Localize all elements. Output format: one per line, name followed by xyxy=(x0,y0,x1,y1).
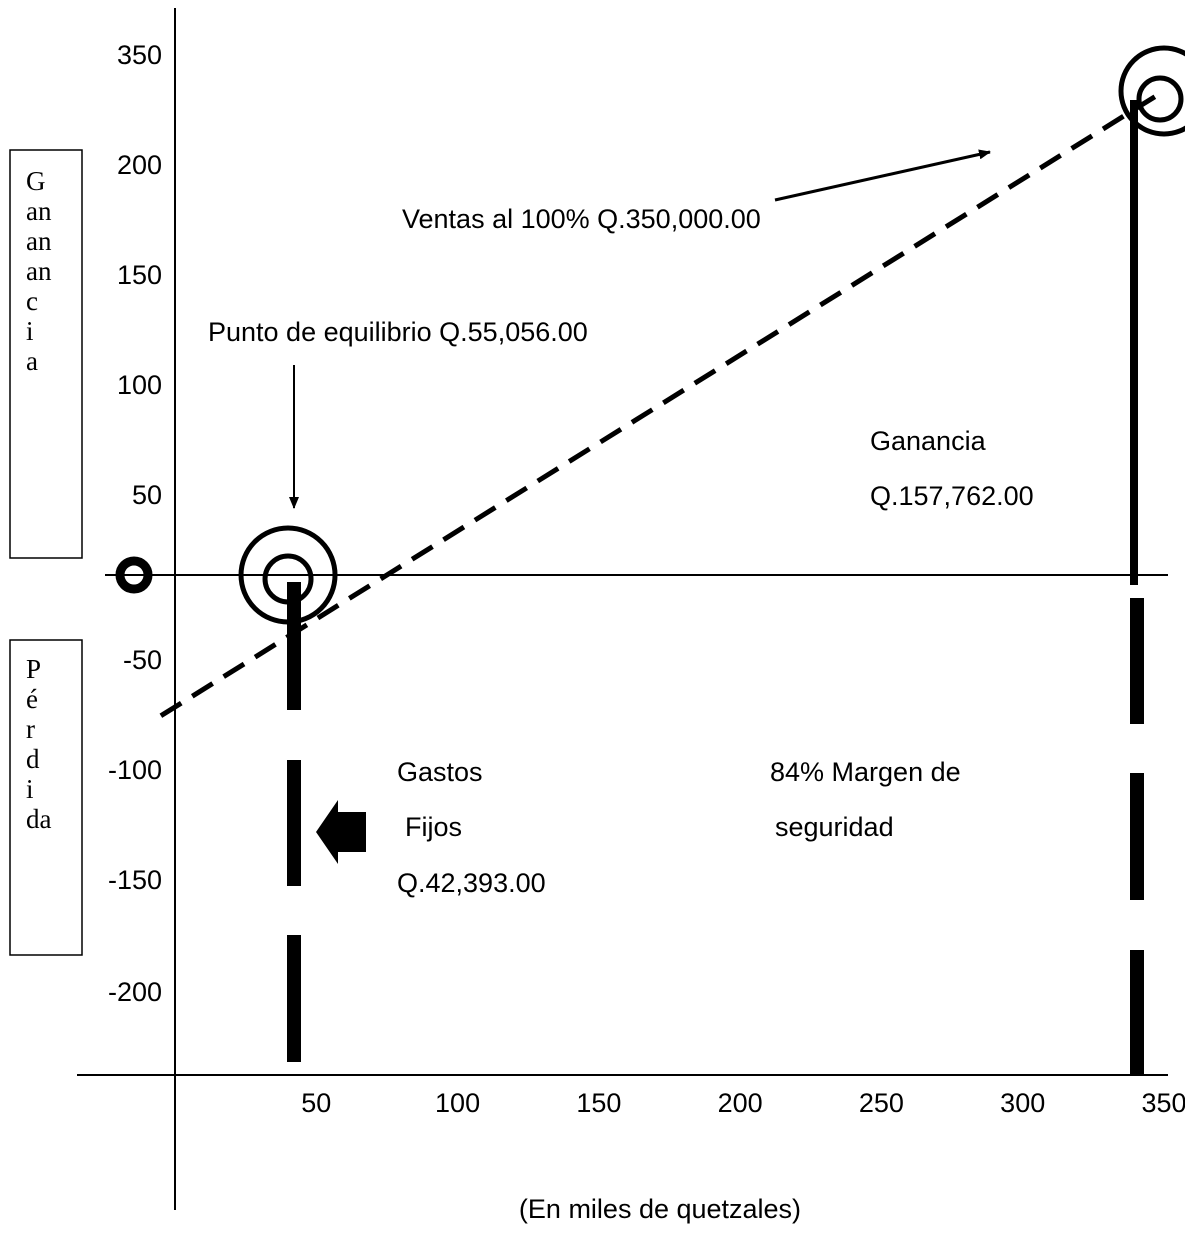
y-tick-label: -50 xyxy=(123,645,162,675)
gain-label-letter: c xyxy=(26,286,38,316)
break-even-marker xyxy=(238,525,338,625)
sales-line xyxy=(159,88,1166,718)
loss-label-letter: da xyxy=(26,804,52,834)
fixed-costs-value: Q.42,393.00 xyxy=(397,868,546,898)
x-axis-label: (En miles de quetzales) xyxy=(519,1194,801,1224)
y-tick-label: 200 xyxy=(117,150,162,180)
fixed-costs-label: Gastos xyxy=(397,757,483,787)
gain-label-letter: i xyxy=(26,316,34,346)
profit-value: Q.157,762.00 xyxy=(870,481,1034,511)
y-tick-label: -200 xyxy=(108,977,162,1007)
profit-title: Ganancia xyxy=(870,426,987,456)
y-tick-labels: 350 200 150 100 50 -50 -100 -150 -200 xyxy=(108,40,162,1007)
loss-label-letter: i xyxy=(26,774,34,804)
fixed-costs-label-2: Fijos xyxy=(405,812,462,842)
full-sales-bar xyxy=(1130,100,1144,1076)
fixed-costs-bar xyxy=(287,582,301,1062)
loss-label-letter: é xyxy=(26,684,38,714)
x-tick-label: 350 xyxy=(1141,1088,1185,1118)
y-tick-label: -150 xyxy=(108,865,162,895)
loss-label-box xyxy=(9,639,83,956)
gain-label-letter: an xyxy=(26,196,52,226)
x-tick-label: 50 xyxy=(301,1088,331,1118)
y-tick-label: 150 xyxy=(117,260,162,290)
sales-arrow xyxy=(774,149,991,202)
gain-label-box xyxy=(9,149,83,559)
y-tick-label: 50 xyxy=(132,480,162,510)
x-tick-label: 100 xyxy=(435,1088,480,1118)
loss-label-letter: P xyxy=(26,654,41,684)
margin-label: 84% Margen de xyxy=(770,757,961,787)
x-tick-label: 250 xyxy=(859,1088,904,1118)
y-tick-label: 350 xyxy=(117,40,162,70)
x-tick-label: 150 xyxy=(576,1088,621,1118)
loss-label-letter: d xyxy=(26,744,40,774)
gain-label-letter: a xyxy=(26,346,38,376)
margin-label-2: seguridad xyxy=(775,812,894,842)
x-tick-label: 200 xyxy=(718,1088,763,1118)
x-tick-label: 300 xyxy=(1000,1088,1045,1118)
gain-label-letter: an xyxy=(26,256,52,286)
x-tick-labels: 50 100 150 200 250 300 350 xyxy=(301,1088,1185,1118)
fixed-costs-arrow-icon xyxy=(316,800,366,864)
loss-label-letter: r xyxy=(26,714,35,744)
gain-label-letter: G xyxy=(26,166,46,196)
full-sales-marker xyxy=(1118,45,1185,137)
origin-marker xyxy=(115,556,153,594)
y-tick-label: 100 xyxy=(117,370,162,400)
y-tick-label: -100 xyxy=(108,755,162,785)
sales-annotation: Ventas al 100% Q.350,000.00 xyxy=(402,204,761,234)
break-even-annotation: Punto de equilibrio Q.55,056.00 xyxy=(208,317,588,347)
gain-label-letter: an xyxy=(26,226,52,256)
